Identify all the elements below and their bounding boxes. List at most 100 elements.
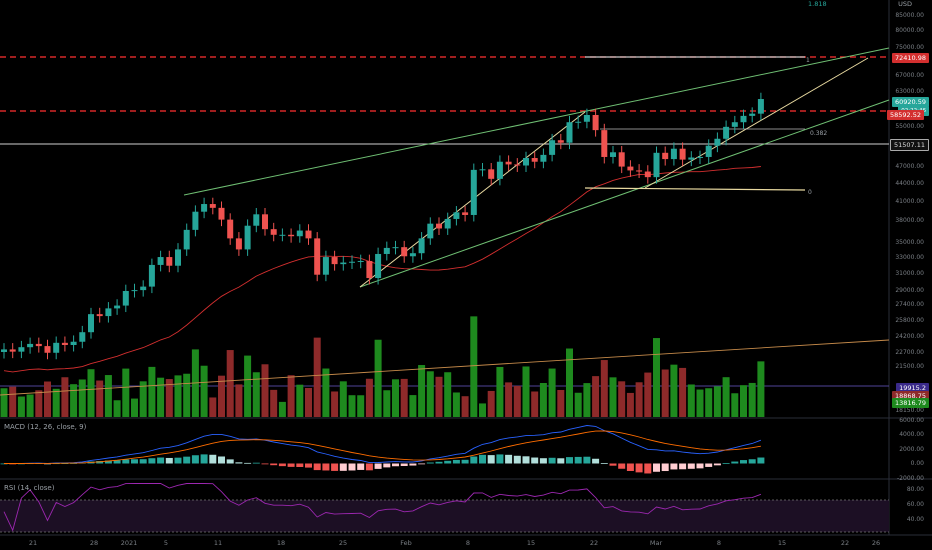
candle-body — [427, 223, 434, 239]
candle-body — [540, 154, 547, 162]
macd-histogram-bar — [626, 463, 634, 472]
macd-histogram-bar — [165, 457, 173, 464]
candle-body — [131, 290, 138, 292]
macd-histogram-bar — [139, 459, 147, 464]
candle-body — [453, 212, 460, 219]
volume-bar — [157, 377, 165, 417]
candle-body — [679, 148, 686, 160]
macd-histogram-bar — [174, 457, 182, 464]
macd-histogram-bar — [348, 463, 356, 471]
macd-histogram-bar — [148, 458, 156, 464]
candle-body — [731, 122, 738, 127]
candle-body — [357, 260, 364, 262]
macd-histogram-bar — [374, 463, 382, 469]
price-tick: 29000.00 — [895, 286, 924, 294]
volume-bar — [644, 372, 652, 417]
volume-bar — [426, 371, 434, 417]
macd-pane-label[interactable]: MACD (12, 26, close, 9) — [4, 423, 87, 431]
macd-histogram-bar — [331, 463, 339, 471]
volume-bar — [244, 355, 252, 417]
candle-body — [1, 349, 7, 352]
macd-histogram-bar — [226, 459, 234, 464]
candle-body — [61, 342, 68, 346]
volume-bar — [748, 382, 756, 417]
macd-histogram-bar — [696, 463, 704, 469]
price-tick: 35000.00 — [895, 238, 924, 246]
macd-histogram-bar — [461, 459, 469, 464]
moving-average — [3, 166, 761, 373]
volume-bar — [0, 388, 8, 417]
macd-histogram-bar — [609, 463, 617, 466]
macd-histogram-bar — [548, 457, 556, 464]
candle-body — [757, 99, 764, 114]
macd-histogram-bar — [470, 456, 478, 464]
macd-histogram-bar — [418, 463, 426, 465]
candle-body — [340, 262, 347, 265]
candle-body — [88, 314, 94, 333]
volume-bar — [278, 401, 286, 417]
price-tick: 38000.00 — [895, 217, 924, 225]
time-tick: 22 — [589, 539, 599, 547]
candle-body — [418, 238, 425, 254]
candle-body — [488, 169, 495, 179]
drawings[interactable] — [0, 47, 890, 396]
volume-bar — [305, 388, 312, 417]
volume-bar — [487, 390, 495, 417]
volume-bar — [235, 384, 243, 417]
volume-bar — [479, 403, 486, 417]
volume-bar — [496, 366, 504, 417]
volume-bar — [287, 375, 295, 417]
volume-bar — [331, 391, 339, 417]
volume-bar — [470, 316, 478, 417]
macd-histogram-bar — [748, 459, 756, 464]
volume-bar — [313, 337, 321, 417]
macd-histogram-bar — [513, 455, 521, 464]
resistance-low-price-tag: 58592.52 — [886, 110, 924, 120]
candle-body — [401, 247, 408, 257]
candle-body — [53, 342, 60, 353]
candle-body — [192, 211, 199, 230]
volume-bar — [261, 364, 269, 417]
macd-histogram-bar — [539, 458, 547, 464]
volume-bar — [670, 364, 678, 417]
candle-body — [70, 341, 77, 346]
candle-body — [610, 152, 616, 157]
candle-body — [331, 257, 338, 265]
macd-histogram-bar — [322, 463, 330, 471]
price-tick: 44000.00 — [895, 179, 924, 187]
candle-body — [627, 166, 634, 171]
fib-base-line — [584, 187, 806, 191]
volume-bar — [52, 388, 60, 417]
fib-382-label: 0.382 — [810, 130, 827, 137]
macd-histogram-bar — [687, 463, 695, 469]
volume-bar — [713, 386, 721, 417]
macd-histogram-bar — [705, 463, 713, 467]
macd-histogram-bar — [244, 462, 252, 464]
volume-bar — [635, 382, 643, 417]
volume-bar — [539, 382, 547, 417]
candle-body — [9, 349, 16, 352]
volume-bar — [209, 397, 217, 417]
time-tick: 25 — [338, 539, 348, 547]
volume-bar — [61, 377, 69, 417]
volume-bar — [70, 384, 78, 417]
candle-body — [392, 247, 399, 249]
price-tick: 47000.00 — [895, 163, 924, 171]
time-tick: 5 — [163, 539, 169, 547]
volume-tag-b: 18868.75 — [891, 391, 929, 401]
candles[interactable] — [1, 92, 764, 360]
macd-histogram-bar — [113, 460, 121, 464]
volume-bar — [400, 378, 408, 417]
macd-histogram-bar — [270, 463, 278, 466]
candle-body — [749, 113, 756, 116]
macd-histogram-bar — [339, 463, 347, 471]
time-tick: 11 — [213, 539, 223, 547]
volume-bar — [687, 384, 695, 417]
time-tick: Feb — [400, 539, 412, 547]
macd-histogram-bar — [392, 463, 399, 467]
time-tick: 8 — [716, 539, 722, 547]
volume-bar — [322, 368, 330, 417]
rsi-pane-label[interactable]: RSI (14, close) — [4, 484, 55, 492]
macd-histogram-bar — [444, 460, 452, 464]
